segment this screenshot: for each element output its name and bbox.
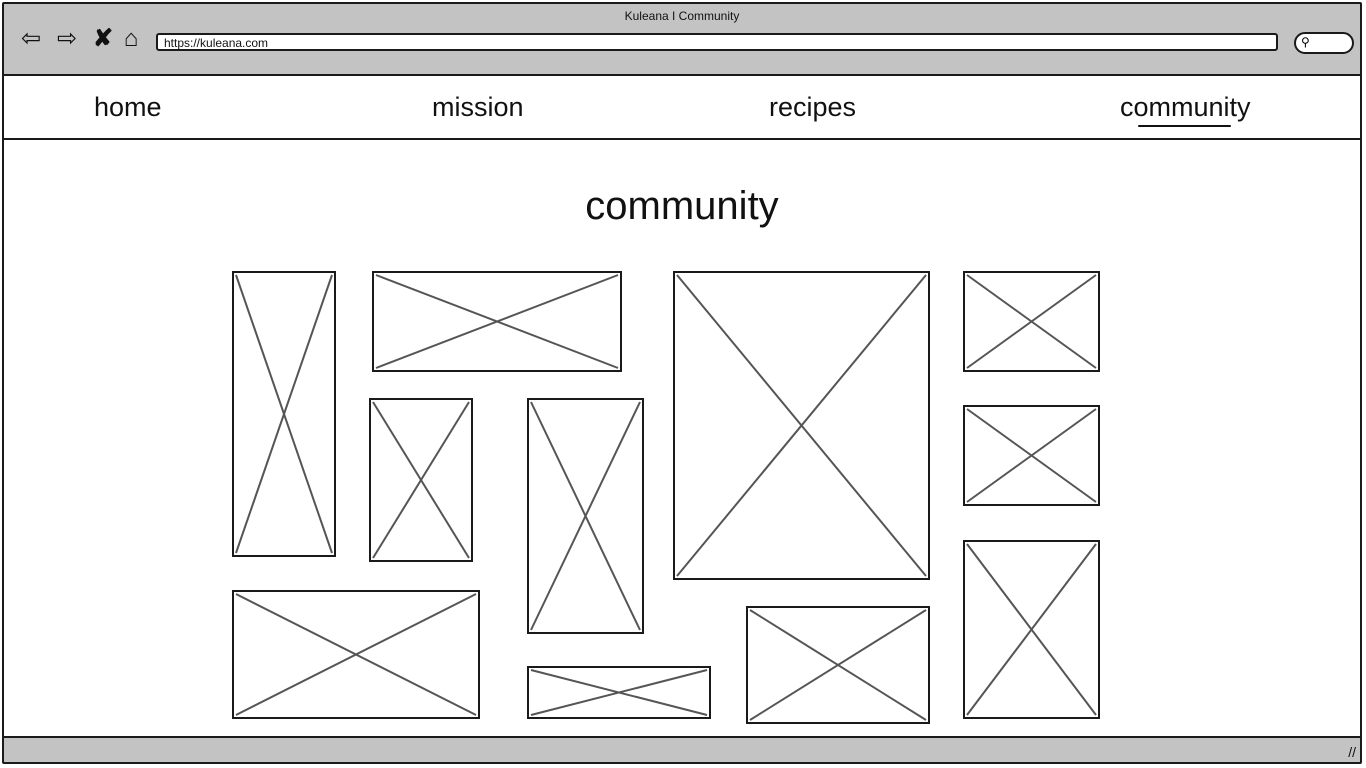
image-placeholder[interactable] <box>673 271 930 580</box>
close-x-icon[interactable]: ✘ <box>92 25 114 52</box>
search-field[interactable]: ⚲ <box>1294 32 1354 54</box>
image-placeholder-icon <box>530 669 708 716</box>
image-placeholder[interactable] <box>963 405 1100 506</box>
back-arrow-icon[interactable]: ⇦ <box>20 25 42 52</box>
image-placeholder[interactable] <box>232 590 480 719</box>
window-title: Kuleana I Community <box>624 9 740 23</box>
image-placeholder-icon <box>530 401 641 631</box>
image-placeholder[interactable] <box>372 271 622 372</box>
image-placeholder-icon <box>372 401 470 559</box>
search-icon: ⚲ <box>1301 35 1310 49</box>
image-placeholder-icon <box>235 593 477 716</box>
image-placeholder-icon <box>375 274 619 369</box>
image-placeholder[interactable] <box>963 540 1100 719</box>
image-placeholder[interactable] <box>746 606 930 724</box>
image-placeholder[interactable] <box>369 398 473 562</box>
image-placeholder[interactable] <box>963 271 1100 372</box>
image-placeholder-icon <box>966 408 1097 503</box>
image-placeholder-icon <box>966 274 1097 369</box>
image-placeholder[interactable] <box>527 666 711 719</box>
image-placeholder[interactable] <box>232 271 336 557</box>
page-title: community <box>585 184 779 228</box>
image-placeholder-icon <box>966 543 1097 716</box>
nav-recipes[interactable]: recipes <box>769 92 857 122</box>
home-icon[interactable]: ⌂ <box>123 25 139 52</box>
image-placeholder-icon <box>235 274 333 554</box>
resize-grip-icon[interactable]: // <box>1348 744 1356 760</box>
nav-mission[interactable]: mission <box>432 92 524 122</box>
site-nav: home mission recipes community <box>4 74 1360 140</box>
image-placeholder-icon <box>676 274 927 577</box>
url-bar[interactable]: https://kuleana.com <box>156 33 1278 51</box>
browser-chrome: Kuleana I Community ⇦ ⇨ ✘ ⌂ https://kule… <box>4 4 1360 76</box>
image-placeholder-icon <box>749 609 927 721</box>
nav-community[interactable]: community <box>1120 92 1251 127</box>
image-placeholder[interactable] <box>527 398 644 634</box>
forward-arrow-icon[interactable]: ⇨ <box>56 25 78 52</box>
status-bar: // <box>4 736 1360 762</box>
nav-home[interactable]: home <box>94 92 162 122</box>
